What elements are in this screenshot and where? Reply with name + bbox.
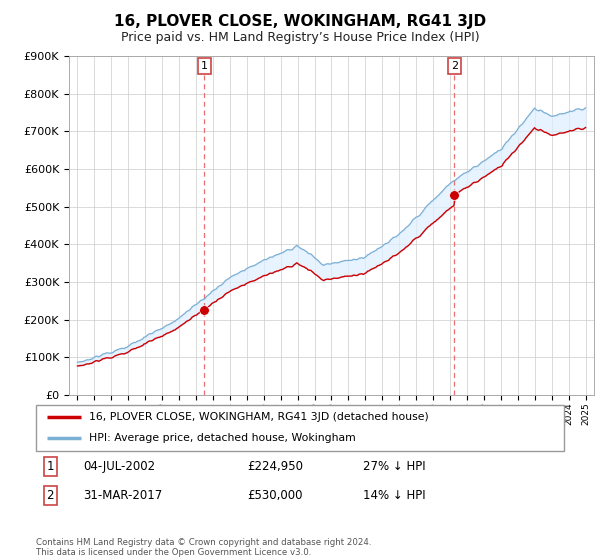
Text: 14% ↓ HPI: 14% ↓ HPI: [364, 489, 426, 502]
Text: £224,950: £224,950: [247, 460, 303, 473]
Text: Contains HM Land Registry data © Crown copyright and database right 2024.
This d: Contains HM Land Registry data © Crown c…: [36, 538, 371, 557]
Text: £530,000: £530,000: [247, 489, 303, 502]
Text: 2: 2: [451, 61, 458, 71]
Text: 16, PLOVER CLOSE, WOKINGHAM, RG41 3JD (detached house): 16, PLOVER CLOSE, WOKINGHAM, RG41 3JD (d…: [89, 412, 428, 422]
Text: 1: 1: [47, 460, 54, 473]
Text: HPI: Average price, detached house, Wokingham: HPI: Average price, detached house, Woki…: [89, 433, 356, 444]
Text: 16, PLOVER CLOSE, WOKINGHAM, RG41 3JD: 16, PLOVER CLOSE, WOKINGHAM, RG41 3JD: [114, 14, 486, 29]
Text: 2: 2: [47, 489, 54, 502]
Text: 1: 1: [201, 61, 208, 71]
Text: 27% ↓ HPI: 27% ↓ HPI: [364, 460, 426, 473]
Text: 31-MAR-2017: 31-MAR-2017: [83, 489, 163, 502]
Text: Price paid vs. HM Land Registry’s House Price Index (HPI): Price paid vs. HM Land Registry’s House …: [121, 31, 479, 44]
Text: 04-JUL-2002: 04-JUL-2002: [83, 460, 155, 473]
